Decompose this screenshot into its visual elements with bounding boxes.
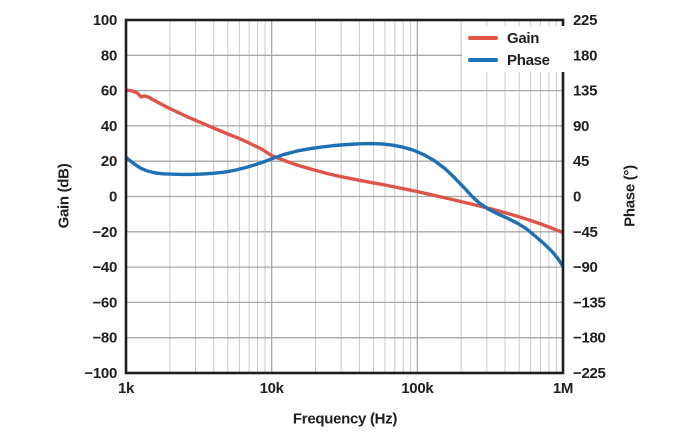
right-axis-tick-label: −90	[573, 259, 598, 276]
right-axis-tick-labels: 225 180 135 90 45 0 −45 −90 −135 −180 −225	[573, 12, 606, 382]
left-axis-tick-label: 0	[109, 189, 117, 206]
x-axis-title: Frequency (Hz)	[292, 410, 398, 428]
major-gridlines	[126, 20, 563, 373]
x-axis-tick-label: 10k	[260, 380, 285, 397]
legend-label-gain: Gain	[507, 29, 540, 47]
left-axis-tick-label: −60	[92, 294, 117, 311]
right-axis-tick-label: 180	[573, 47, 597, 64]
legend: Gain Phase	[462, 26, 568, 72]
right-axis-tick-label: 45	[573, 153, 589, 170]
right-axis-tick-label: −45	[573, 224, 598, 241]
left-axis-tick-labels: 100 80 60 40 20 0 −20 −40 −60 −80 −100	[84, 12, 117, 382]
left-axis-tick-label: 60	[101, 83, 117, 100]
gain-curve	[126, 88, 563, 235]
legend-item-gain: Gain	[468, 29, 568, 47]
legend-item-phase: Phase	[468, 51, 568, 69]
x-axis-tick-label: 100k	[401, 380, 434, 397]
phase-line-swatch-icon	[468, 58, 498, 62]
left-axis-tick-label: 40	[101, 118, 117, 135]
gain-line-swatch-icon	[468, 36, 498, 40]
right-axis-tick-label: 225	[573, 12, 597, 29]
left-axis-tick-label: −40	[92, 259, 117, 276]
legend-label-phase: Phase	[507, 51, 550, 69]
x-axis-tick-labels: 1k 10k 100k 1M	[118, 380, 573, 397]
left-axis-tick-label: 80	[101, 47, 117, 64]
left-axis-tick-label: 100	[93, 12, 117, 29]
right-axis-title: Phase (°)	[621, 165, 639, 227]
x-axis-tick-label: 1M	[553, 380, 573, 397]
left-axis-tick-label: −80	[92, 330, 117, 347]
left-axis-tick-label: −20	[92, 224, 117, 241]
right-axis-tick-label: 0	[573, 189, 581, 206]
left-axis-title: Gain (dB)	[55, 163, 73, 229]
plot-frame	[124, 18, 565, 375]
right-axis-tick-label: −180	[573, 330, 606, 347]
right-axis-tick-label: −225	[573, 365, 606, 382]
right-axis-tick-label: 135	[573, 83, 597, 100]
phase-curve	[126, 141, 563, 268]
left-axis-tick-label: −100	[84, 365, 117, 382]
right-axis-tick-label: −135	[573, 294, 606, 311]
left-axis-tick-label: 20	[101, 153, 117, 170]
x-axis-tick-label: 1k	[118, 380, 135, 397]
right-axis-tick-label: 90	[573, 118, 589, 135]
